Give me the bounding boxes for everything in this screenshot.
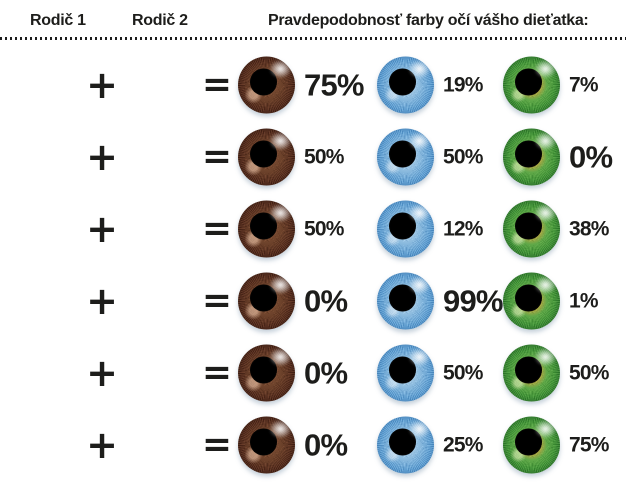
- result-cell: 50%: [238, 128, 344, 186]
- result-percentage: 19%: [443, 73, 483, 97]
- result-cell: 38%: [503, 200, 609, 258]
- result-eye-icon: [238, 56, 295, 114]
- result-percentage: 0%: [304, 355, 348, 391]
- result-cell: 0%: [503, 128, 613, 186]
- result-percentage: 50%: [304, 145, 344, 169]
- result-percentage: 0%: [304, 283, 348, 319]
- result-cell: 0%: [238, 344, 348, 402]
- equals-sign: =: [201, 208, 233, 249]
- plus-sign: +: [86, 423, 118, 467]
- rows: + = 75% 19% 7% + = 50% 50% 0%: [0, 49, 626, 481]
- result-eye-icon: [377, 416, 434, 474]
- result-cell: 25%: [377, 416, 483, 474]
- result-cell: 0%: [238, 272, 348, 330]
- parent2-header-label: Rodič 2: [132, 12, 188, 29]
- plus-sign: +: [86, 135, 118, 179]
- result-eye-icon: [503, 344, 560, 402]
- result-header-label: Pravdepodobnosť farby očí vášho dieťatka…: [268, 12, 589, 29]
- result-eye-icon: [238, 200, 295, 258]
- result-percentage: 38%: [569, 217, 609, 241]
- result-cell: 99%: [377, 272, 503, 330]
- result-cell: 50%: [377, 344, 483, 402]
- result-cell: 1%: [503, 272, 599, 330]
- result-eye-icon: [503, 200, 560, 258]
- plus-sign: +: [86, 63, 118, 107]
- dotted-divider: [0, 36, 626, 40]
- result-percentage: 50%: [569, 361, 609, 385]
- result-eye-icon: [503, 56, 560, 114]
- combination-row: + = 50% 12% 38%: [0, 193, 626, 265]
- result-cell: 12%: [377, 200, 483, 258]
- result-eye-icon: [503, 128, 560, 186]
- result-eye-icon: [377, 200, 434, 258]
- result-cell: 75%: [238, 56, 364, 114]
- parent1-header-label: Rodič 1: [30, 12, 86, 29]
- result-percentage: 50%: [304, 217, 344, 241]
- plus-sign: +: [86, 351, 118, 395]
- result-percentage: 7%: [569, 73, 599, 97]
- result-eye-icon: [238, 344, 295, 402]
- result-cell: 0%: [238, 416, 348, 474]
- result-cell: 7%: [503, 56, 599, 114]
- result-eye-icon: [503, 416, 560, 474]
- result-cell: 50%: [377, 128, 483, 186]
- result-eye-icon: [377, 272, 434, 330]
- result-percentage: 1%: [569, 289, 599, 313]
- result-eye-icon: [377, 344, 434, 402]
- result-percentage: 25%: [443, 433, 483, 457]
- result-percentage: 50%: [443, 145, 483, 169]
- result-eye-icon: [377, 56, 434, 114]
- result-percentage: 75%: [304, 67, 364, 103]
- result-percentage: 50%: [443, 361, 483, 385]
- result-eye-icon: [377, 128, 434, 186]
- result-eye-icon: [238, 416, 295, 474]
- result-cell: 75%: [503, 416, 609, 474]
- equals-sign: =: [201, 280, 233, 321]
- equals-sign: =: [201, 352, 233, 393]
- combination-row: + = 50% 50% 0%: [0, 121, 626, 193]
- plus-sign: +: [86, 279, 118, 323]
- plus-sign: +: [86, 207, 118, 251]
- result-eye-icon: [503, 272, 560, 330]
- result-percentage: 0%: [304, 427, 348, 463]
- result-percentage: 12%: [443, 217, 483, 241]
- result-cell: 50%: [503, 344, 609, 402]
- result-cell: 19%: [377, 56, 483, 114]
- combination-row: + = 0% 50% 50%: [0, 337, 626, 409]
- equals-sign: =: [201, 64, 233, 105]
- combination-row: + = 75% 19% 7%: [0, 49, 626, 121]
- combination-row: + = 0% 25% 75%: [0, 409, 626, 481]
- result-eye-icon: [238, 128, 295, 186]
- result-percentage: 99%: [443, 283, 503, 319]
- result-eye-icon: [238, 272, 295, 330]
- equals-sign: =: [201, 136, 233, 177]
- result-percentage: 75%: [569, 433, 609, 457]
- combination-row: + = 0% 99% 1%: [0, 265, 626, 337]
- result-percentage: 0%: [569, 139, 613, 175]
- result-cell: 50%: [238, 200, 344, 258]
- equals-sign: =: [201, 424, 233, 465]
